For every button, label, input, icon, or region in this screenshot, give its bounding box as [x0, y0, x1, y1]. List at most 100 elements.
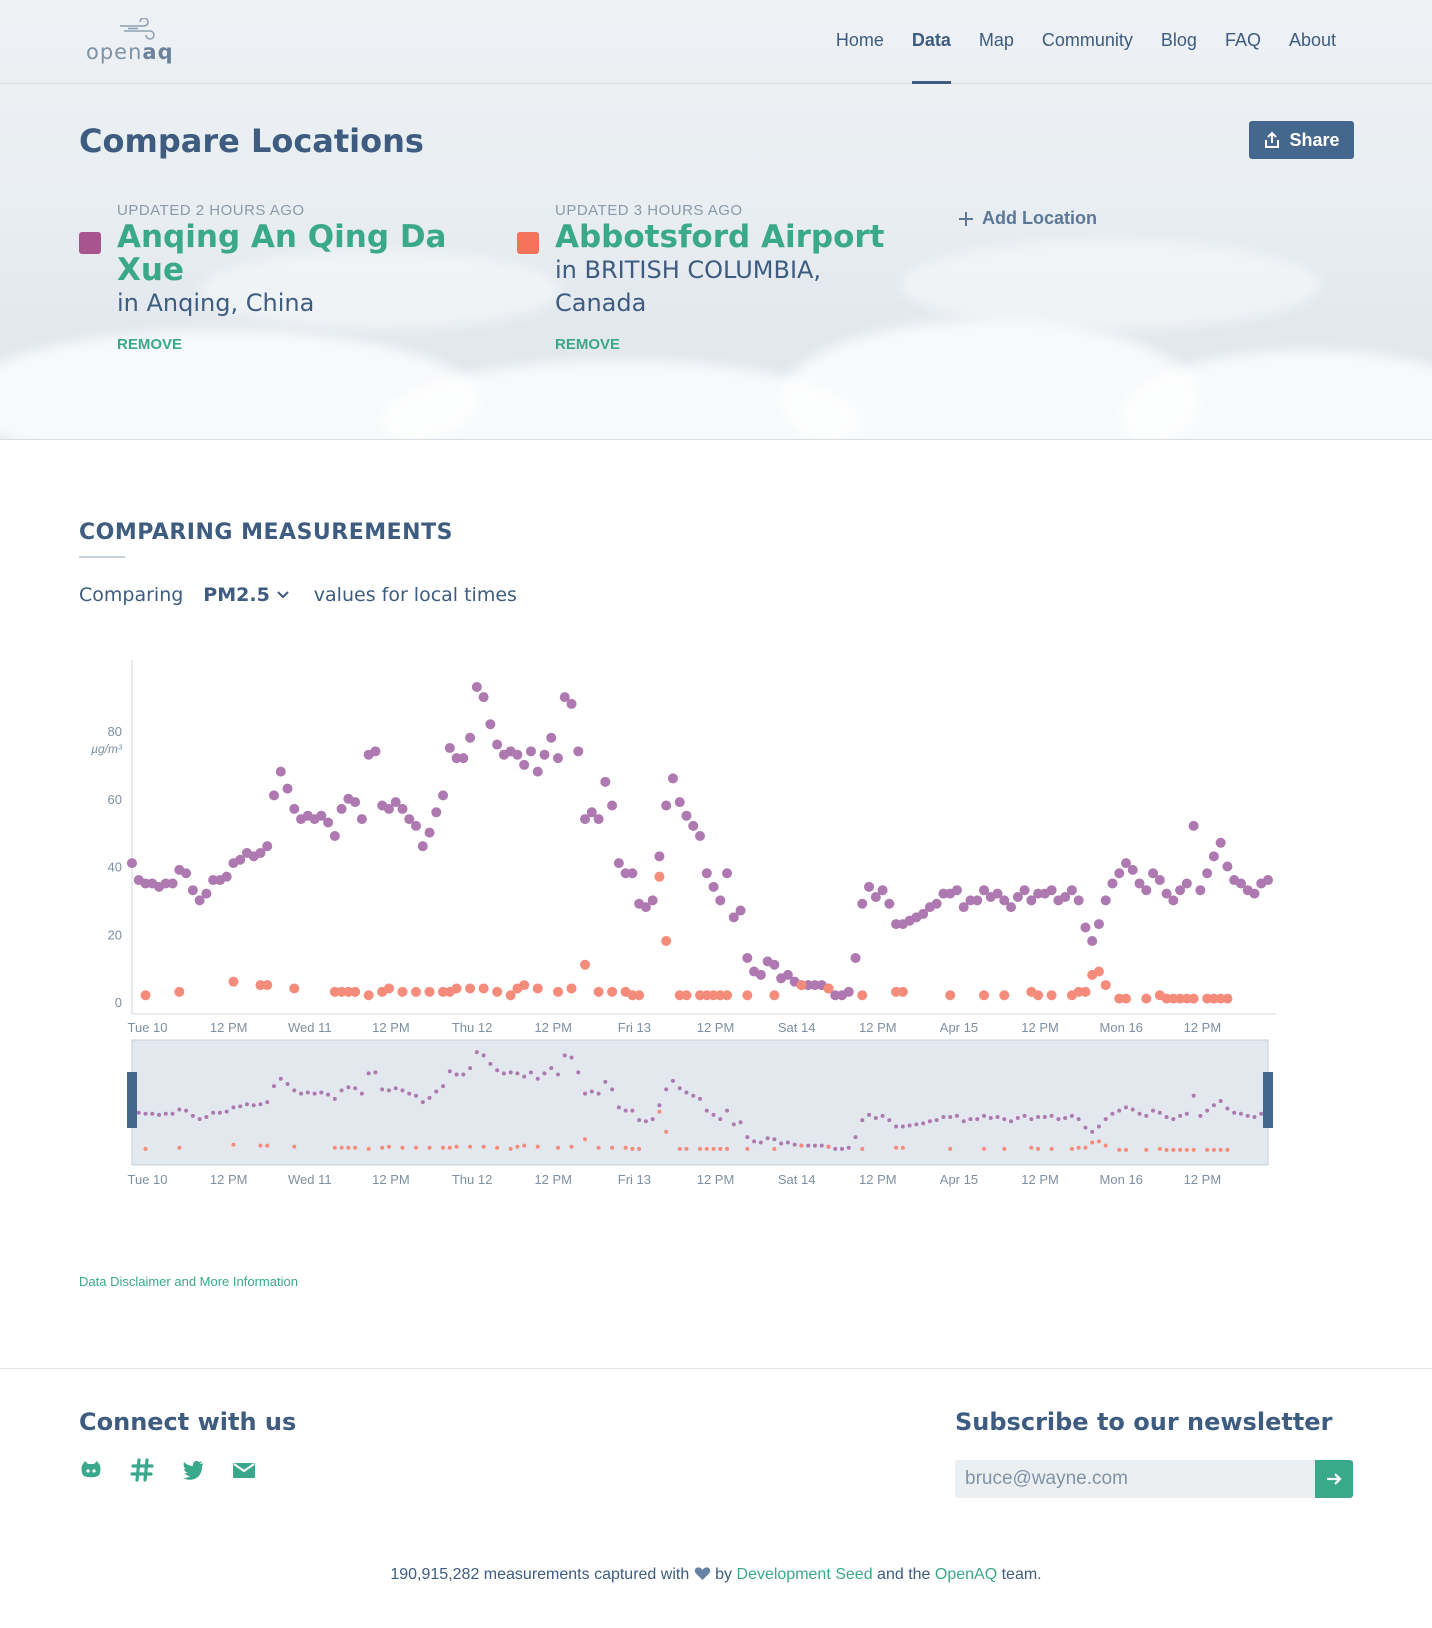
abbotsford-point[interactable]	[979, 990, 989, 1001]
anqing-point[interactable]	[458, 753, 469, 764]
anqing-point[interactable]	[1249, 888, 1260, 899]
anqing-point[interactable]	[532, 766, 543, 777]
anqing-point[interactable]	[350, 797, 361, 808]
abbotsford-point[interactable]	[742, 990, 753, 1001]
github-icon[interactable]	[79, 1458, 103, 1482]
anqing-point[interactable]	[181, 868, 192, 879]
anqing-point[interactable]	[667, 773, 678, 784]
anqing-point[interactable]	[431, 807, 442, 818]
anqing-point[interactable]	[356, 814, 367, 825]
share-button[interactable]: Share	[1249, 121, 1354, 159]
anqing-point[interactable]	[586, 807, 597, 818]
anqing-point[interactable]	[1222, 861, 1233, 872]
anqing-point[interactable]	[1073, 895, 1084, 906]
anqing-point[interactable]	[593, 814, 604, 825]
anqing-point[interactable]	[992, 888, 1003, 899]
abbotsford-point[interactable]	[1046, 990, 1057, 1001]
anqing-point[interactable]	[1188, 820, 1199, 831]
location-name[interactable]: Anqing An Qing Da Xue	[117, 219, 447, 288]
anqing-point[interactable]	[1127, 864, 1138, 875]
anqing-point[interactable]	[255, 847, 266, 858]
abbotsford-point[interactable]	[492, 986, 503, 997]
anqing-point[interactable]	[1026, 895, 1037, 906]
abbotsford-point[interactable]	[505, 990, 516, 1001]
nav-data[interactable]: Data	[911, 30, 951, 84]
anqing-point[interactable]	[1046, 885, 1057, 896]
anqing-point[interactable]	[708, 881, 719, 892]
anqing-point[interactable]	[397, 803, 408, 814]
abbotsford-point[interactable]	[174, 986, 185, 997]
anqing-point[interactable]	[701, 868, 712, 879]
abbotsford-point[interactable]	[553, 986, 563, 997]
anqing-point[interactable]	[539, 749, 550, 760]
anqing-point[interactable]	[580, 814, 591, 825]
abbotsford-point[interactable]	[580, 959, 591, 970]
anqing-point[interactable]	[471, 681, 482, 692]
anqing-point[interactable]	[1019, 885, 1030, 896]
anqing-point[interactable]	[275, 766, 286, 777]
nav-community[interactable]: Community	[1041, 30, 1133, 50]
anqing-point[interactable]	[1087, 936, 1098, 947]
anqing-point[interactable]	[1154, 875, 1165, 886]
anqing-point[interactable]	[695, 831, 705, 842]
anqing-point[interactable]	[262, 841, 273, 852]
anqing-point[interactable]	[607, 800, 618, 811]
abbotsford-point[interactable]	[654, 871, 665, 882]
anqing-point[interactable]	[1100, 895, 1111, 906]
anqing-point[interactable]	[661, 800, 672, 811]
anqing-point[interactable]	[289, 803, 300, 814]
anqing-point[interactable]	[715, 895, 726, 906]
anqing-point[interactable]	[553, 753, 563, 764]
anqing-point[interactable]	[194, 895, 205, 906]
anqing-point[interactable]	[485, 719, 496, 730]
anqing-point[interactable]	[269, 790, 279, 801]
anqing-point[interactable]	[336, 803, 347, 814]
parameter-select[interactable]: PM2.5	[203, 584, 290, 606]
abbotsford-point[interactable]	[411, 986, 421, 997]
anqing-point[interactable]	[566, 698, 577, 709]
anqing-point[interactable]	[492, 739, 503, 750]
anqing-point[interactable]	[728, 912, 739, 923]
anqing-point[interactable]	[918, 908, 929, 919]
anqing-point[interactable]	[323, 817, 334, 828]
anqing-point[interactable]	[951, 885, 962, 896]
abbotsford-point[interactable]	[228, 976, 239, 987]
anqing-point[interactable]	[1141, 885, 1152, 896]
abbotsford-point[interactable]	[532, 983, 543, 994]
abbotsford-point[interactable]	[681, 990, 692, 1001]
abbotsford-point[interactable]	[1188, 993, 1199, 1004]
abbotsford-point[interactable]	[451, 983, 462, 994]
anqing-point[interactable]	[478, 692, 489, 703]
anqing-point[interactable]	[1093, 919, 1104, 930]
anqing-point[interactable]	[843, 986, 854, 997]
anqing-point[interactable]	[1066, 885, 1077, 896]
abbotsford-point[interactable]	[661, 936, 672, 947]
anqing-point[interactable]	[411, 820, 421, 831]
abbotsford-point[interactable]	[769, 990, 780, 1001]
anqing-point[interactable]	[735, 905, 746, 916]
anqing-point[interactable]	[1202, 868, 1213, 879]
abbotsford-point[interactable]	[1141, 993, 1152, 1004]
anqing-point[interactable]	[1121, 858, 1131, 869]
anqing-point[interactable]	[979, 885, 989, 896]
abbotsford-point[interactable]	[1222, 993, 1233, 1004]
location-name[interactable]: Abbotsford Airport	[555, 219, 885, 255]
anqing-point[interactable]	[782, 969, 793, 980]
anqing-point[interactable]	[1235, 878, 1246, 889]
anqing-point[interactable]	[972, 895, 983, 906]
anqing-point[interactable]	[383, 803, 394, 814]
anqing-point[interactable]	[282, 783, 293, 794]
anqing-point[interactable]	[931, 898, 942, 909]
anqing-point[interactable]	[390, 797, 401, 808]
nav-faq[interactable]: FAQ	[1224, 30, 1261, 50]
abbotsford-point[interactable]	[897, 986, 908, 997]
anqing-point[interactable]	[329, 831, 340, 842]
anqing-point[interactable]	[1215, 837, 1226, 848]
anqing-point[interactable]	[647, 895, 658, 906]
anqing-point[interactable]	[1006, 902, 1017, 913]
abbotsford-point[interactable]	[140, 990, 151, 1001]
twitter-icon[interactable]	[181, 1458, 205, 1482]
anqing-point[interactable]	[870, 891, 881, 902]
anqing-point[interactable]	[221, 871, 232, 882]
brush-handle-left[interactable]	[127, 1072, 137, 1128]
